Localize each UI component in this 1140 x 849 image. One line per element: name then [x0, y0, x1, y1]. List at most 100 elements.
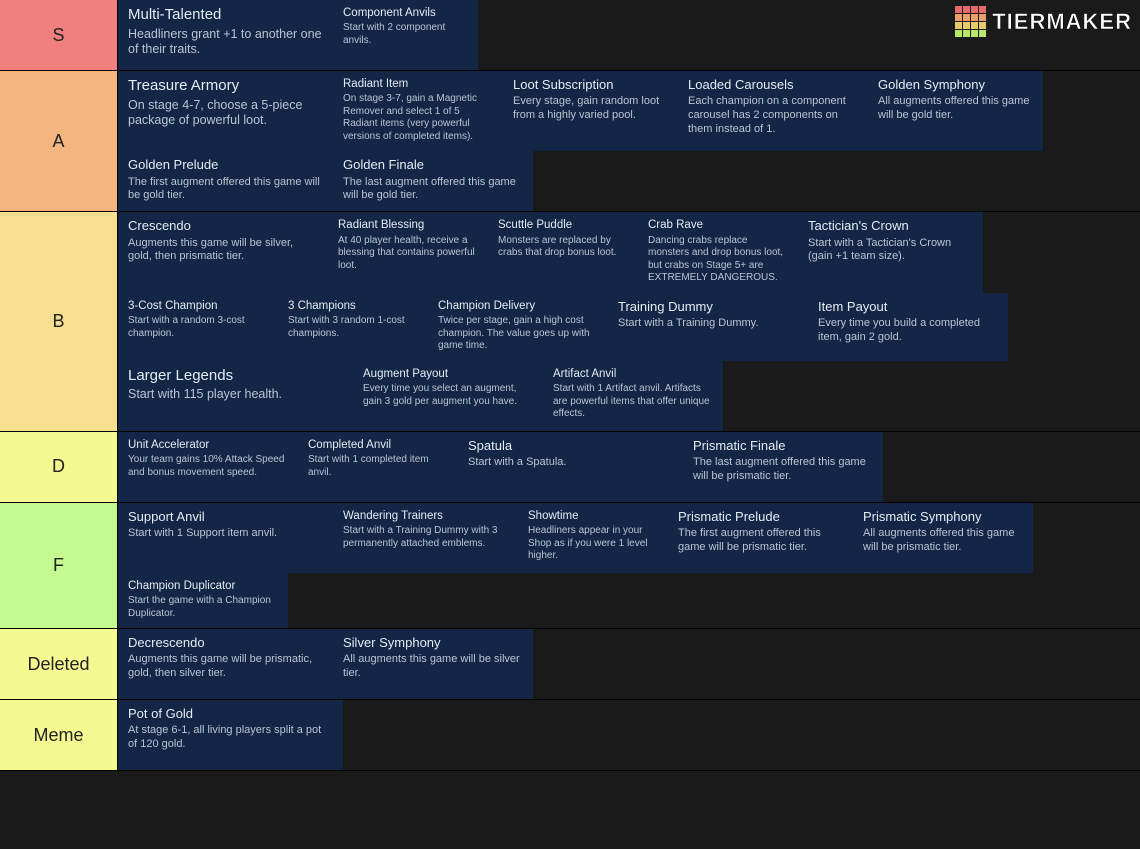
tier-card[interactable]: Training Dummy Start with a Training Dumm… — [608, 293, 808, 361]
tier-label[interactable]: B — [0, 212, 118, 430]
tier-card[interactable]: Golden SymphonyAll augments offered this… — [868, 71, 1043, 151]
card-title: Pot of Gold — [128, 706, 333, 722]
tier-card[interactable]: Scuttle PuddleMonsters are replaced by c… — [488, 212, 638, 292]
card-title: Crab Rave — [648, 218, 788, 232]
card-desc: Twice per stage, gain a high cost champi… — [438, 315, 598, 353]
card-title: Completed Anvil — [308, 438, 448, 452]
tier-card[interactable]: Larger LegendsStart with 115 player heal… — [118, 361, 353, 431]
tier-row-meme: MemePot of GoldAt stage 6-1, all living … — [0, 700, 1140, 771]
tier-row-f: F Support Anvil Start with 1 Support item … — [0, 503, 1140, 629]
tier-card[interactable]: Prismatic Symphony All augments offered t… — [853, 503, 1033, 573]
card-title: Treasure Armory — [128, 77, 323, 96]
logo-grid-icon — [955, 6, 986, 37]
card-title: Component Anvils — [343, 6, 468, 20]
card-desc: Start with 115 player health. — [128, 387, 343, 403]
card-desc: Start with a Tactician's Crown (gain +1 … — [808, 237, 973, 265]
card-title: Crescendo — [128, 218, 318, 234]
card-title: Larger Legends — [128, 367, 343, 386]
card-title: 3-Cost Champion — [128, 299, 268, 313]
card-title: Support Anvil — [128, 509, 323, 525]
card-desc: At 40 player health, receive a blessing … — [338, 235, 478, 273]
card-title: Artifact Anvil — [553, 367, 713, 381]
card-desc: All augments offered this game will be g… — [878, 95, 1033, 123]
card-title: Silver Symphony — [343, 635, 523, 651]
tier-card[interactable]: Treasure Armory On stage 4-7, choose a 5-… — [118, 71, 333, 151]
tier-content[interactable]: Unit Accelerator Your team gains 10% Atta… — [118, 432, 1140, 502]
tier-card[interactable]: Artifact Anvil Start with 1 Artifact anvi… — [543, 361, 723, 431]
card-desc: Every time you build a completed item, g… — [818, 317, 998, 345]
tier-card[interactable]: Silver Symphony All augments this game wi… — [333, 629, 533, 699]
card-title: Showtime — [528, 509, 658, 523]
tier-card[interactable]: Crab RaveDancing crabs replace monsters … — [638, 212, 798, 292]
tier-card[interactable]: Showtime Headliners appear in your Shop a… — [518, 503, 668, 573]
card-desc: Start with 1 completed item anvil. — [308, 454, 448, 479]
tiermaker-logo: TIERMAKER — [955, 6, 1132, 37]
tier-card[interactable]: Tactician's CrownStart with a Tactician'… — [798, 212, 983, 292]
tier-card[interactable]: Multi-TalentedHeadliners grant +1 to ano… — [118, 0, 333, 70]
card-desc: Each champion on a component carousel ha… — [688, 95, 858, 136]
tier-content[interactable]: Crescendo Augments this game will be silv… — [118, 212, 1140, 430]
card-title: Multi-Talented — [128, 6, 323, 25]
tier-content[interactable]: Treasure Armory On stage 4-7, choose a 5-… — [118, 71, 1140, 211]
tier-card[interactable]: Golden FinaleThe last augment offered th… — [333, 151, 533, 211]
tier-card[interactable]: Golden Prelude The first augment offered … — [118, 151, 333, 211]
tier-card[interactable]: Champion DuplicatorStart the game with a… — [118, 573, 288, 628]
tier-label[interactable]: D — [0, 432, 118, 502]
card-title: Radiant Blessing — [338, 218, 478, 232]
tier-label[interactable]: Meme — [0, 700, 118, 770]
tier-card[interactable]: Prismatic PreludeThe first augment offer… — [668, 503, 853, 573]
tier-card[interactable]: 3 ChampionsStart with 3 random 1-cost ch… — [278, 293, 428, 361]
tier-card[interactable]: Item PayoutEvery time you build a comple… — [808, 293, 1008, 361]
card-desc: Start with 1 Artifact anvil. Artifacts a… — [553, 383, 713, 421]
tier-card[interactable]: Component Anvils Start with 2 component a… — [333, 0, 478, 70]
card-desc: Your team gains 10% Attack Speed and bon… — [128, 454, 288, 479]
card-desc: Augments this game will be silver, gold,… — [128, 237, 318, 265]
tier-content[interactable]: Pot of GoldAt stage 6-1, all living play… — [118, 700, 1140, 770]
card-desc: The first augment offered this game will… — [128, 176, 323, 204]
card-desc: Start with 1 Support item anvil. — [128, 527, 323, 541]
tier-card[interactable]: Prismatic FinaleThe last augment offered… — [683, 432, 883, 502]
card-title: Unit Accelerator — [128, 438, 288, 452]
tier-card[interactable]: Loot SubscriptionEvery stage, gain rando… — [503, 71, 678, 151]
card-title: Loaded Carousels — [688, 77, 858, 93]
tier-label[interactable]: S — [0, 0, 118, 70]
tier-card[interactable]: Radiant ItemOn stage 3-7, gain a Magneti… — [333, 71, 503, 151]
logo-text: TIERMAKER — [992, 9, 1132, 35]
tier-card[interactable]: Radiant Blessing At 40 player health, rec… — [328, 212, 488, 292]
tier-row-deleted: DeletedDecrescendoAugments this game wil… — [0, 629, 1140, 700]
card-title: Golden Finale — [343, 157, 523, 173]
card-title: Training Dummy — [618, 299, 798, 315]
tier-card[interactable]: Champion Delivery Twice per stage, gain a… — [428, 293, 608, 361]
tier-label[interactable]: Deleted — [0, 629, 118, 699]
tier-card[interactable]: SpatulaStart with a Spatula. — [458, 432, 683, 502]
card-desc: Headliners appear in your Shop as if you… — [528, 525, 658, 563]
tier-content[interactable]: Support Anvil Start with 1 Support item a… — [118, 503, 1140, 628]
tier-card[interactable]: Unit Accelerator Your team gains 10% Atta… — [118, 432, 298, 502]
tier-card[interactable]: Wandering TrainersStart with a Training … — [333, 503, 518, 573]
tier-label[interactable]: F — [0, 503, 118, 628]
tier-card[interactable]: Pot of GoldAt stage 6-1, all living play… — [118, 700, 343, 770]
tier-card[interactable]: Loaded Carousels Each champion on a compo… — [678, 71, 868, 151]
tier-label[interactable]: A — [0, 71, 118, 211]
card-desc: All augments this game will be silver ti… — [343, 653, 523, 681]
card-desc: Start with a Training Dummy. — [618, 317, 798, 331]
tier-card[interactable]: DecrescendoAugments this game will be pr… — [118, 629, 333, 699]
card-desc: All augments offered this game will be p… — [863, 527, 1023, 555]
tier-card[interactable]: Augment PayoutEvery time you select an a… — [353, 361, 543, 431]
card-desc: On stage 4-7, choose a 5-piece package o… — [128, 98, 323, 129]
card-title: Radiant Item — [343, 77, 493, 91]
card-title: Champion Delivery — [438, 299, 598, 313]
card-desc: Start with a Training Dummy with 3 perma… — [343, 525, 508, 550]
tier-card[interactable]: Crescendo Augments this game will be silv… — [118, 212, 328, 292]
tier-content[interactable]: Multi-TalentedHeadliners grant +1 to ano… — [118, 0, 1140, 70]
tier-card[interactable]: Completed Anvil Start with 1 completed it… — [298, 432, 458, 502]
card-desc: Start with 2 component anvils. — [343, 22, 468, 47]
card-title: Golden Prelude — [128, 157, 323, 173]
card-title: Loot Subscription — [513, 77, 668, 93]
tier-content[interactable]: DecrescendoAugments this game will be pr… — [118, 629, 1140, 699]
tier-card[interactable]: Support Anvil Start with 1 Support item a… — [118, 503, 333, 573]
card-title: Prismatic Symphony — [863, 509, 1023, 525]
card-title: 3 Champions — [288, 299, 418, 313]
tier-card[interactable]: 3-Cost ChampionStart with a random 3-cos… — [118, 293, 278, 361]
card-desc: Start with a Spatula. — [468, 456, 673, 470]
